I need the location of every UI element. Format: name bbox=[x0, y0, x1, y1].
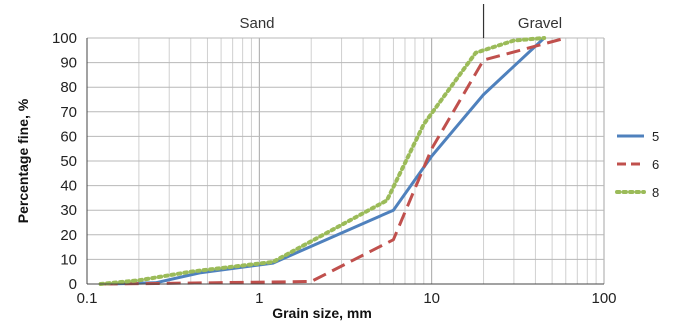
series-line-5 bbox=[103, 36, 546, 286]
y-tick-label: 90 bbox=[60, 55, 77, 72]
y-tick-label: 30 bbox=[60, 202, 77, 219]
region-label-sand: Sand bbox=[239, 15, 274, 32]
y-tick-label: 70 bbox=[60, 104, 77, 121]
x-tick-label: 10 bbox=[423, 290, 440, 307]
axes bbox=[86, 38, 604, 285]
y-tick-label: 60 bbox=[60, 128, 77, 145]
x-tick-label: 0.1 bbox=[77, 290, 98, 307]
tick-labels: 0 10 20 30 40 50 60 70 80 90 100 0.1 1 10 100 bbox=[52, 30, 617, 307]
x-axis-title: Grain size, mm bbox=[272, 305, 372, 321]
y-tick-label: 20 bbox=[60, 227, 77, 244]
y-tick-label: 80 bbox=[60, 79, 77, 96]
y-tick-label: 100 bbox=[52, 30, 77, 47]
soil-regions: Sand Gravel bbox=[239, 15, 562, 32]
series-line-8 bbox=[98, 36, 547, 286]
y-tick-label: 50 bbox=[60, 153, 77, 170]
x-tick-label: 1 bbox=[255, 290, 263, 307]
y-tick-label: 10 bbox=[60, 251, 77, 268]
legend-label-6: 6 bbox=[652, 157, 659, 172]
y-tick-label: 0 bbox=[69, 276, 77, 293]
legend: 5 6 8 bbox=[615, 129, 659, 200]
legend-label-5: 5 bbox=[652, 129, 659, 144]
y-tick-label: 40 bbox=[60, 178, 77, 195]
legend-label-8: 8 bbox=[652, 185, 659, 200]
y-axis-title: Percentage fine, % bbox=[15, 98, 31, 223]
x-tick-label: 100 bbox=[591, 290, 616, 307]
region-label-gravel: Gravel bbox=[518, 15, 562, 32]
